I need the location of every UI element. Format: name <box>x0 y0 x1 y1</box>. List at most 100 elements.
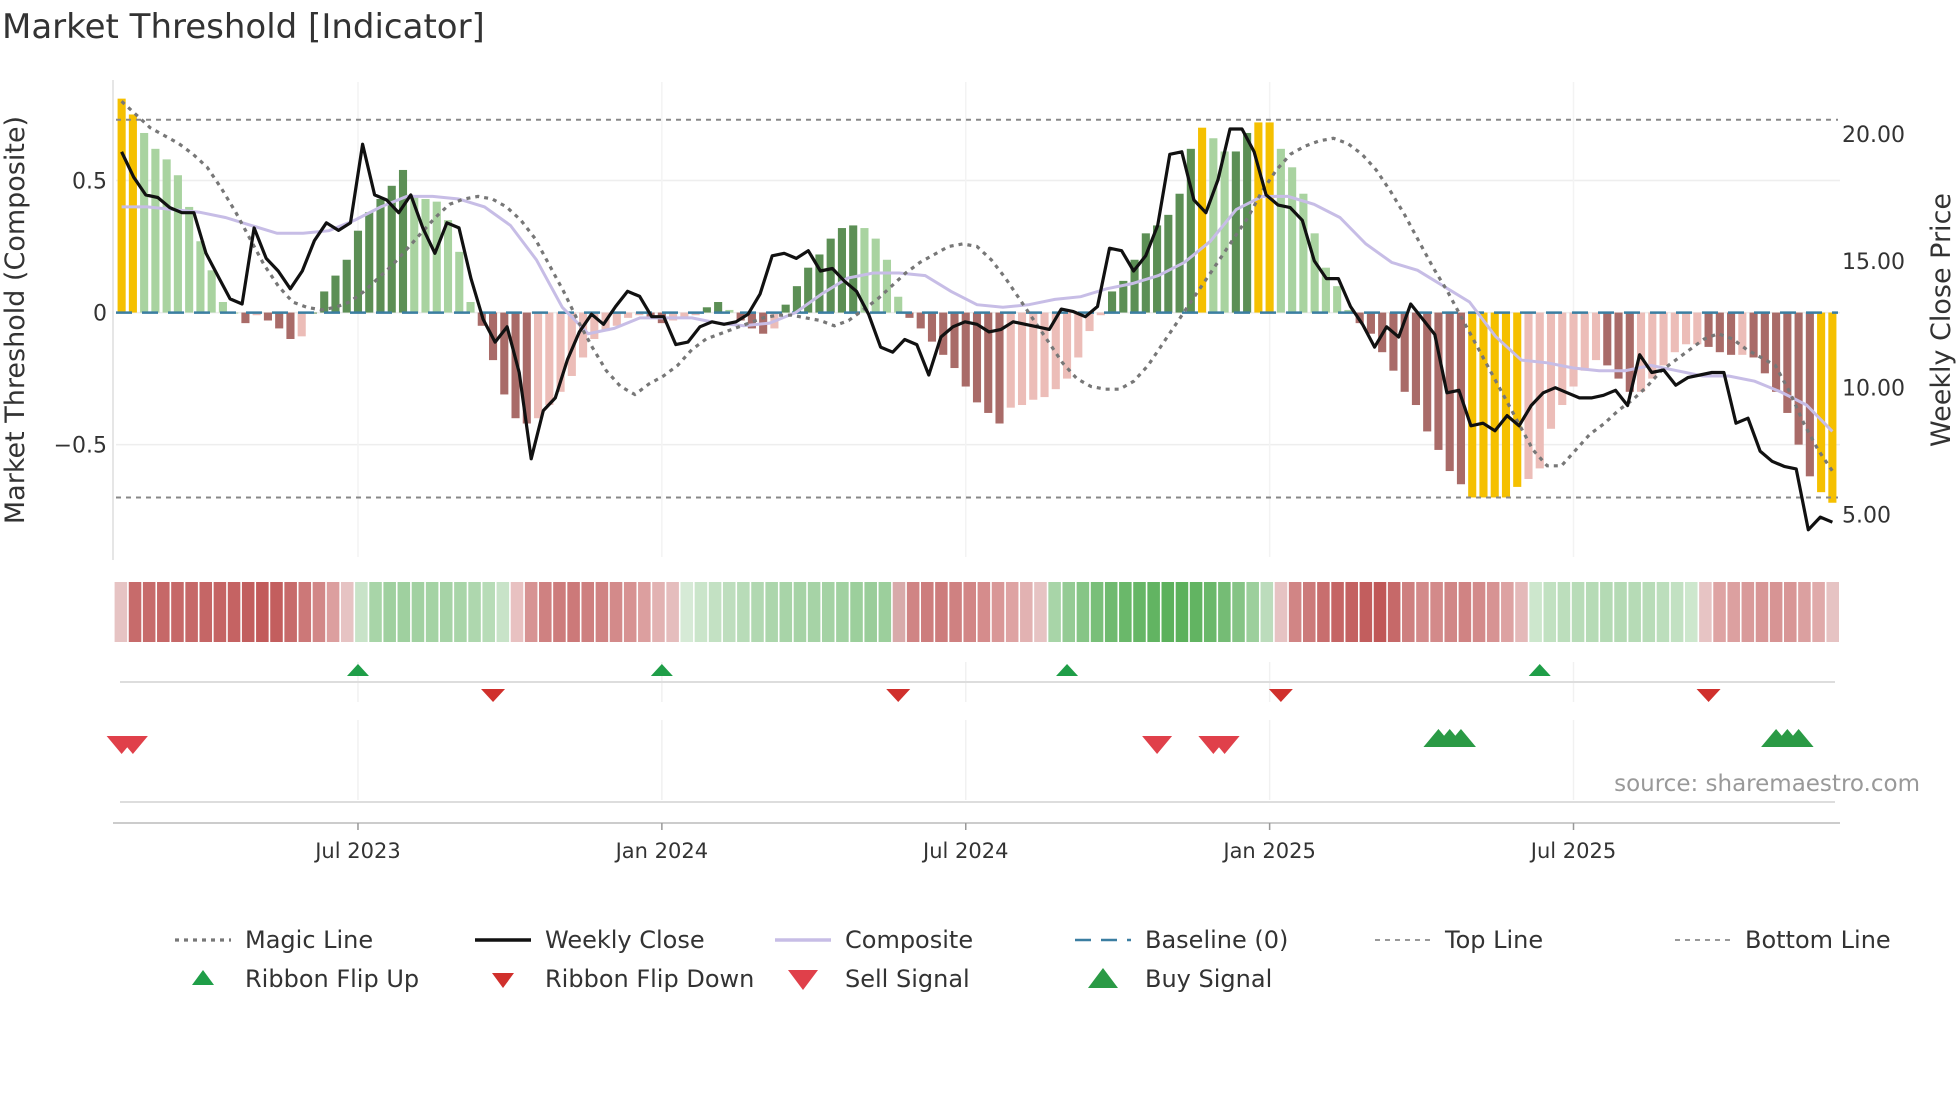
composite-bar <box>1366 312 1375 334</box>
composite-bar <box>218 302 227 313</box>
ribbon-segment <box>737 582 750 642</box>
ribbon-segment <box>142 582 156 642</box>
right-tick-label: 20.00 <box>1842 123 1905 148</box>
composite-bar <box>1141 233 1150 313</box>
legend-item: Ribbon Flip Up <box>192 965 419 993</box>
ribbon-segment <box>284 582 297 642</box>
weekly-close-line <box>120 127 1834 532</box>
left-tick-label: 0.5 <box>72 170 107 195</box>
ribbon-segment <box>722 582 736 642</box>
legend-item: Weekly Close <box>475 926 705 954</box>
legend: Magic Line Weekly Close Composite Baseline … <box>175 926 1891 993</box>
source-credit: source: sharemaestro.com <box>1614 771 1920 797</box>
composite-bar <box>1299 193 1308 313</box>
ribbon-segment <box>836 582 849 642</box>
composite-bar <box>1243 132 1252 313</box>
right-tick-label: 10.00 <box>1842 377 1905 402</box>
ribbon-segment <box>128 582 142 642</box>
ribbon-segment <box>439 582 453 642</box>
legend-label: Ribbon Flip Down <box>545 965 754 993</box>
composite-bar <box>151 148 160 313</box>
ribbon-segment <box>680 582 694 642</box>
ribbon-segment <box>1133 582 1146 642</box>
ribbon-segment <box>454 582 467 642</box>
x-axis: Jul 2023 Jan 2024 Jul 2024 Jan 2025 Jul 2025 <box>113 822 1840 863</box>
composite-bar <box>624 312 633 318</box>
ribbon-segment <box>383 582 396 642</box>
ribbon-segment <box>1232 582 1245 642</box>
composite-bar <box>1288 167 1297 313</box>
ribbon-segment <box>1034 582 1047 642</box>
x-tick-label: Jul 2023 <box>313 839 400 863</box>
ribbon-segment <box>1288 582 1302 642</box>
composite-bar <box>185 206 194 313</box>
ribbon-segment <box>185 582 198 642</box>
sell-signal-marker <box>117 736 148 754</box>
composite-bar <box>207 270 216 313</box>
legend-label: Top Line <box>1444 926 1543 954</box>
ribbon-segment <box>638 582 651 642</box>
ribbon-segment <box>1798 582 1811 642</box>
composite-bar <box>1682 312 1691 345</box>
legend-item: Sell Signal <box>788 965 970 993</box>
composite-bar <box>1625 312 1634 392</box>
composite-bar <box>1310 233 1319 313</box>
legend-symbol <box>192 970 214 985</box>
composite-bar <box>241 312 250 324</box>
ribbon-segment <box>1020 582 1033 642</box>
ribbon-flip-up-marker <box>650 664 673 676</box>
composite-bar <box>612 312 621 326</box>
ribbon-segment <box>1529 582 1542 642</box>
composite-bar <box>275 312 284 329</box>
ribbon-segment <box>1302 582 1316 642</box>
ribbon-segment <box>1218 582 1231 642</box>
composite-bar <box>1479 312 1488 498</box>
ribbon-segment <box>1359 582 1373 642</box>
composite-bar <box>1468 312 1477 498</box>
left-tick-label: −0.5 <box>54 434 107 459</box>
ribbon-flip-up-marker <box>1056 664 1079 676</box>
composite-bar <box>1738 312 1747 355</box>
composite-bar <box>1006 312 1015 408</box>
ribbon-segment <box>864 582 877 642</box>
composite-bar <box>916 312 925 329</box>
composite-bar <box>1693 312 1702 345</box>
right-axis-label: Weekly Close Price <box>1926 193 1957 447</box>
composite-bar <box>1220 151 1229 313</box>
composite-bar <box>522 312 531 424</box>
ribbon-flip-down-marker <box>481 689 506 702</box>
buy-signal-marker <box>1445 729 1476 747</box>
ribbon-segment <box>524 582 538 642</box>
composite-bar <box>1535 312 1544 469</box>
ribbon-segment <box>595 582 609 642</box>
magic-line <box>120 100 1834 472</box>
ribbon-segment <box>935 582 948 642</box>
composite-bar <box>1344 309 1353 313</box>
legend-item: Magic Line <box>175 926 373 954</box>
ribbon-segment <box>1614 582 1627 642</box>
ribbon-segment <box>1189 582 1203 642</box>
x-tick-label: Jan 2025 <box>1221 839 1316 863</box>
x-tick-label: Jan 2024 <box>614 839 709 863</box>
ribbon-segment <box>765 582 778 642</box>
legend-item: Baseline (0) <box>1075 926 1288 954</box>
x-tick-label: Jul 2024 <box>921 839 1008 863</box>
right-tick-label: 5.00 <box>1842 504 1891 529</box>
ribbon-segment <box>510 582 524 642</box>
legend-item: Ribbon Flip Down <box>492 965 754 993</box>
ribbon-segment <box>1486 582 1500 642</box>
ribbon-segment <box>609 582 623 642</box>
ribbon-segment <box>1005 582 1019 642</box>
ribbon-segment <box>1515 582 1528 642</box>
composite-bar <box>815 254 824 313</box>
ribbon-segment <box>355 582 368 642</box>
composite-bar <box>680 312 689 318</box>
ribbon-segment <box>694 582 708 642</box>
composite-bar <box>263 312 272 321</box>
composite-bar <box>1659 312 1668 366</box>
ribbon-segment <box>1769 582 1783 642</box>
ribbon-flip-down-marker <box>886 689 911 702</box>
ribbon-segment <box>878 582 892 642</box>
composite-bar <box>1231 151 1240 313</box>
composite-bar <box>871 238 880 313</box>
